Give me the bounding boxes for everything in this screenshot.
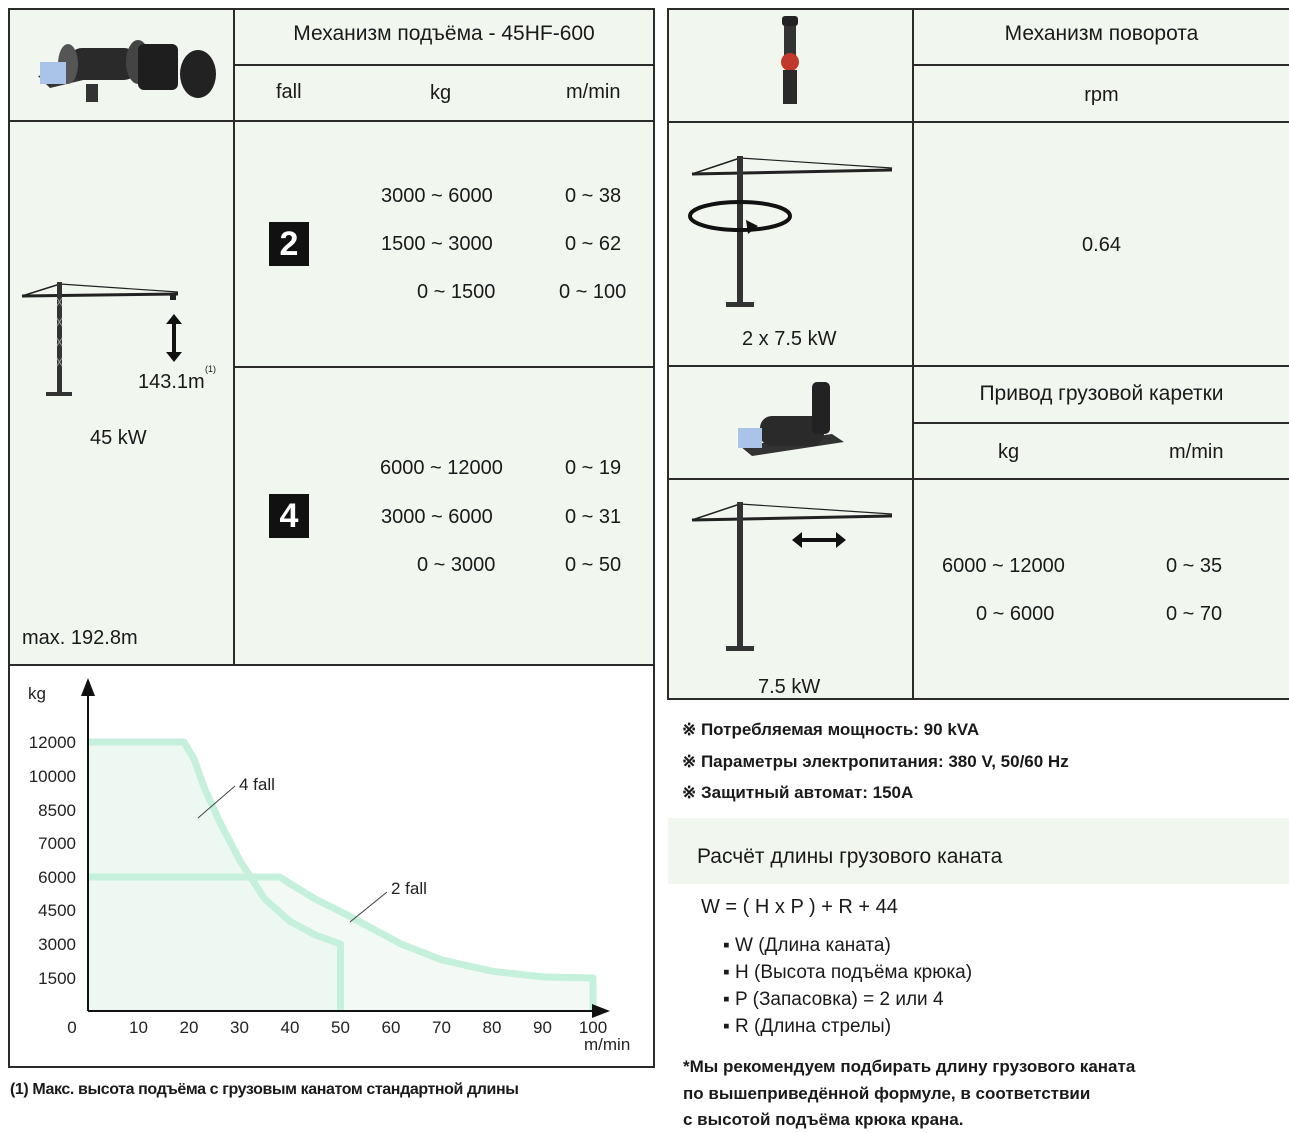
chart-y-label: kg — [28, 684, 46, 703]
hoist-col-fall: fall — [276, 81, 302, 103]
chart-y-tick-label: 7000 — [38, 834, 76, 853]
chart-x-tick-label: 50 — [331, 1018, 350, 1037]
trolley-power: 7.5 kW — [758, 676, 821, 698]
chart-x-tick-label: 80 — [483, 1018, 502, 1037]
chart-y-arrow — [81, 678, 95, 696]
chart-y-tick-label: 1500 — [38, 969, 76, 988]
slewing-panel — [668, 8, 1289, 700]
hoist-speed-value: 0 ~ 19 — [565, 457, 622, 479]
trolley-motor-image — [738, 382, 844, 456]
chart-series-label-2-fall: 2 fall — [391, 879, 427, 898]
rope-recommendation-line: *Мы рекомендуем подбирать длину грузовог… — [683, 1057, 1136, 1076]
slewing-crane-icon — [688, 156, 893, 307]
fall-badge-2: 2 — [269, 222, 309, 266]
trolley-kg-value: 6000 ~ 12000 — [942, 555, 1065, 577]
hoist-kg-value: 1500 ~ 3000 — [381, 233, 493, 255]
rope-title: Расчёт длины грузового каната — [697, 845, 1003, 868]
chart-x-tick-label: 70 — [432, 1018, 451, 1037]
footnote: (1) Макс. высота подъёма с грузовым кана… — [10, 1081, 519, 1098]
chart-y-tick-label: 8500 — [38, 801, 76, 820]
hoist-power: 45 kW — [90, 427, 147, 449]
hoist-kg-value: 0 ~ 1500 — [417, 281, 496, 303]
chart-x-tick-label: 0 — [67, 1018, 76, 1037]
note-power-consumption: ※ Потребляемая мощность: 90 kVA — [682, 720, 980, 739]
rope-item: ▪ H (Высота подъёма крюка) — [723, 962, 973, 983]
trolley-col-speed: m/min — [1169, 441, 1224, 463]
chart-x-label: m/min — [584, 1035, 630, 1054]
load-speed-chart: 12000 10000 8500 7000 6000 4500 3000 1500 0 10 20 3… — [28, 678, 630, 1054]
rope-recommendation-line: с высотой подъёма крюка крана. — [683, 1110, 964, 1129]
hoist-kg-value: 3000 ~ 6000 — [381, 185, 493, 207]
chart-x-tick-label: 10 — [129, 1018, 148, 1037]
chart-x-tick-label: 30 — [230, 1018, 249, 1037]
hoist-speed-value: 0 ~ 50 — [565, 554, 622, 576]
chart-y-tick-label: 4500 — [38, 901, 76, 920]
trolley-kg-value: 0 ~ 6000 — [976, 603, 1055, 625]
rope-formula: W = ( H x P ) + R + 44 — [701, 896, 898, 918]
chart-x-tick-label: 20 — [180, 1018, 199, 1037]
chart-x-arrow — [592, 1004, 610, 1018]
chart-y-tick-label: 12000 — [29, 733, 76, 752]
rope-item: ▪ R (Длина стрелы) — [723, 1016, 892, 1037]
hoist-speed-value: 0 ~ 38 — [565, 185, 622, 207]
hoist-speed-value: 0 ~ 62 — [565, 233, 622, 255]
rope-item: ▪ P (Запасовка) = 2 или 4 — [723, 989, 944, 1010]
chart-y-tick-label: 3000 — [38, 935, 76, 954]
hoist-col-kg: kg — [430, 82, 452, 104]
trolley-title: Привод грузовой каретки — [979, 382, 1224, 405]
note-breaker: ※ Защитный автомат: 150A — [682, 783, 914, 802]
rope-item-text: W (Длина каната) — [735, 935, 891, 956]
rope-item-text: R (Длина стрелы) — [735, 1016, 892, 1037]
hoist-height-label: 143.1m — [138, 371, 205, 393]
hoist-title: Механизм подъёма - 45HF-600 — [293, 22, 595, 45]
hoist-crane-icon — [21, 282, 182, 396]
chart-x-tick-label: 90 — [533, 1018, 552, 1037]
chart-x-tick-label: 60 — [382, 1018, 401, 1037]
slewing-value: 0.64 — [1082, 234, 1121, 256]
hoist-panel — [8, 8, 654, 666]
slewing-power: 2 x 7.5 kW — [742, 328, 837, 350]
trolley-crane-icon — [691, 502, 893, 651]
hoist-kg-value: 3000 ~ 6000 — [381, 506, 493, 528]
slewing-motor-image — [781, 16, 799, 104]
note-power-supply: ※ Параметры электропитания: 380 V, 50/60… — [682, 752, 1069, 771]
hoist-winch-image — [38, 40, 216, 102]
hoist-height-footnote-mark: (1) — [205, 364, 216, 374]
chart-x-tick-label: 100 — [579, 1018, 607, 1037]
chart-y-tick-label: 6000 — [38, 868, 76, 887]
slewing-unit: rpm — [1084, 84, 1119, 106]
slewing-title: Механизм поворота — [1004, 22, 1199, 45]
chart-x-tick-label: 40 — [281, 1018, 300, 1037]
hoist-col-speed: m/min — [566, 81, 621, 103]
hoist-speed-value: 0 ~ 31 — [565, 506, 622, 528]
chart-leader-line — [349, 891, 388, 923]
fall-badge-4: 4 — [269, 494, 309, 538]
rope-item-text: H (Высота подъёма крюка) — [735, 962, 973, 983]
trolley-col-kg: kg — [998, 441, 1020, 463]
chart-series-line — [88, 873, 597, 1011]
trolley-speed-value: 0 ~ 35 — [1166, 555, 1223, 577]
rope-item-text: P (Запасовка) = 2 или 4 — [735, 989, 944, 1010]
chart-series-label-4-fall: 4 fall — [239, 775, 275, 794]
chart-y-tick-label: 10000 — [29, 767, 76, 786]
rope-title-band — [668, 818, 1289, 884]
hoist-max-height: max. 192.8m — [22, 627, 138, 649]
hoist-speed-value: 0 ~ 100 — [559, 281, 627, 303]
trolley-speed-value: 0 ~ 70 — [1166, 603, 1223, 625]
rope-recommendation-line: по вышеприведённой формуле, в соответств… — [683, 1084, 1091, 1103]
chart-leader-line — [197, 785, 236, 819]
hoist-kg-value: 0 ~ 3000 — [417, 554, 496, 576]
hoist-kg-value: 6000 ~ 12000 — [380, 457, 503, 479]
rope-item: ▪ W (Длина каната) — [723, 935, 891, 956]
chart-series-line — [88, 738, 344, 1011]
